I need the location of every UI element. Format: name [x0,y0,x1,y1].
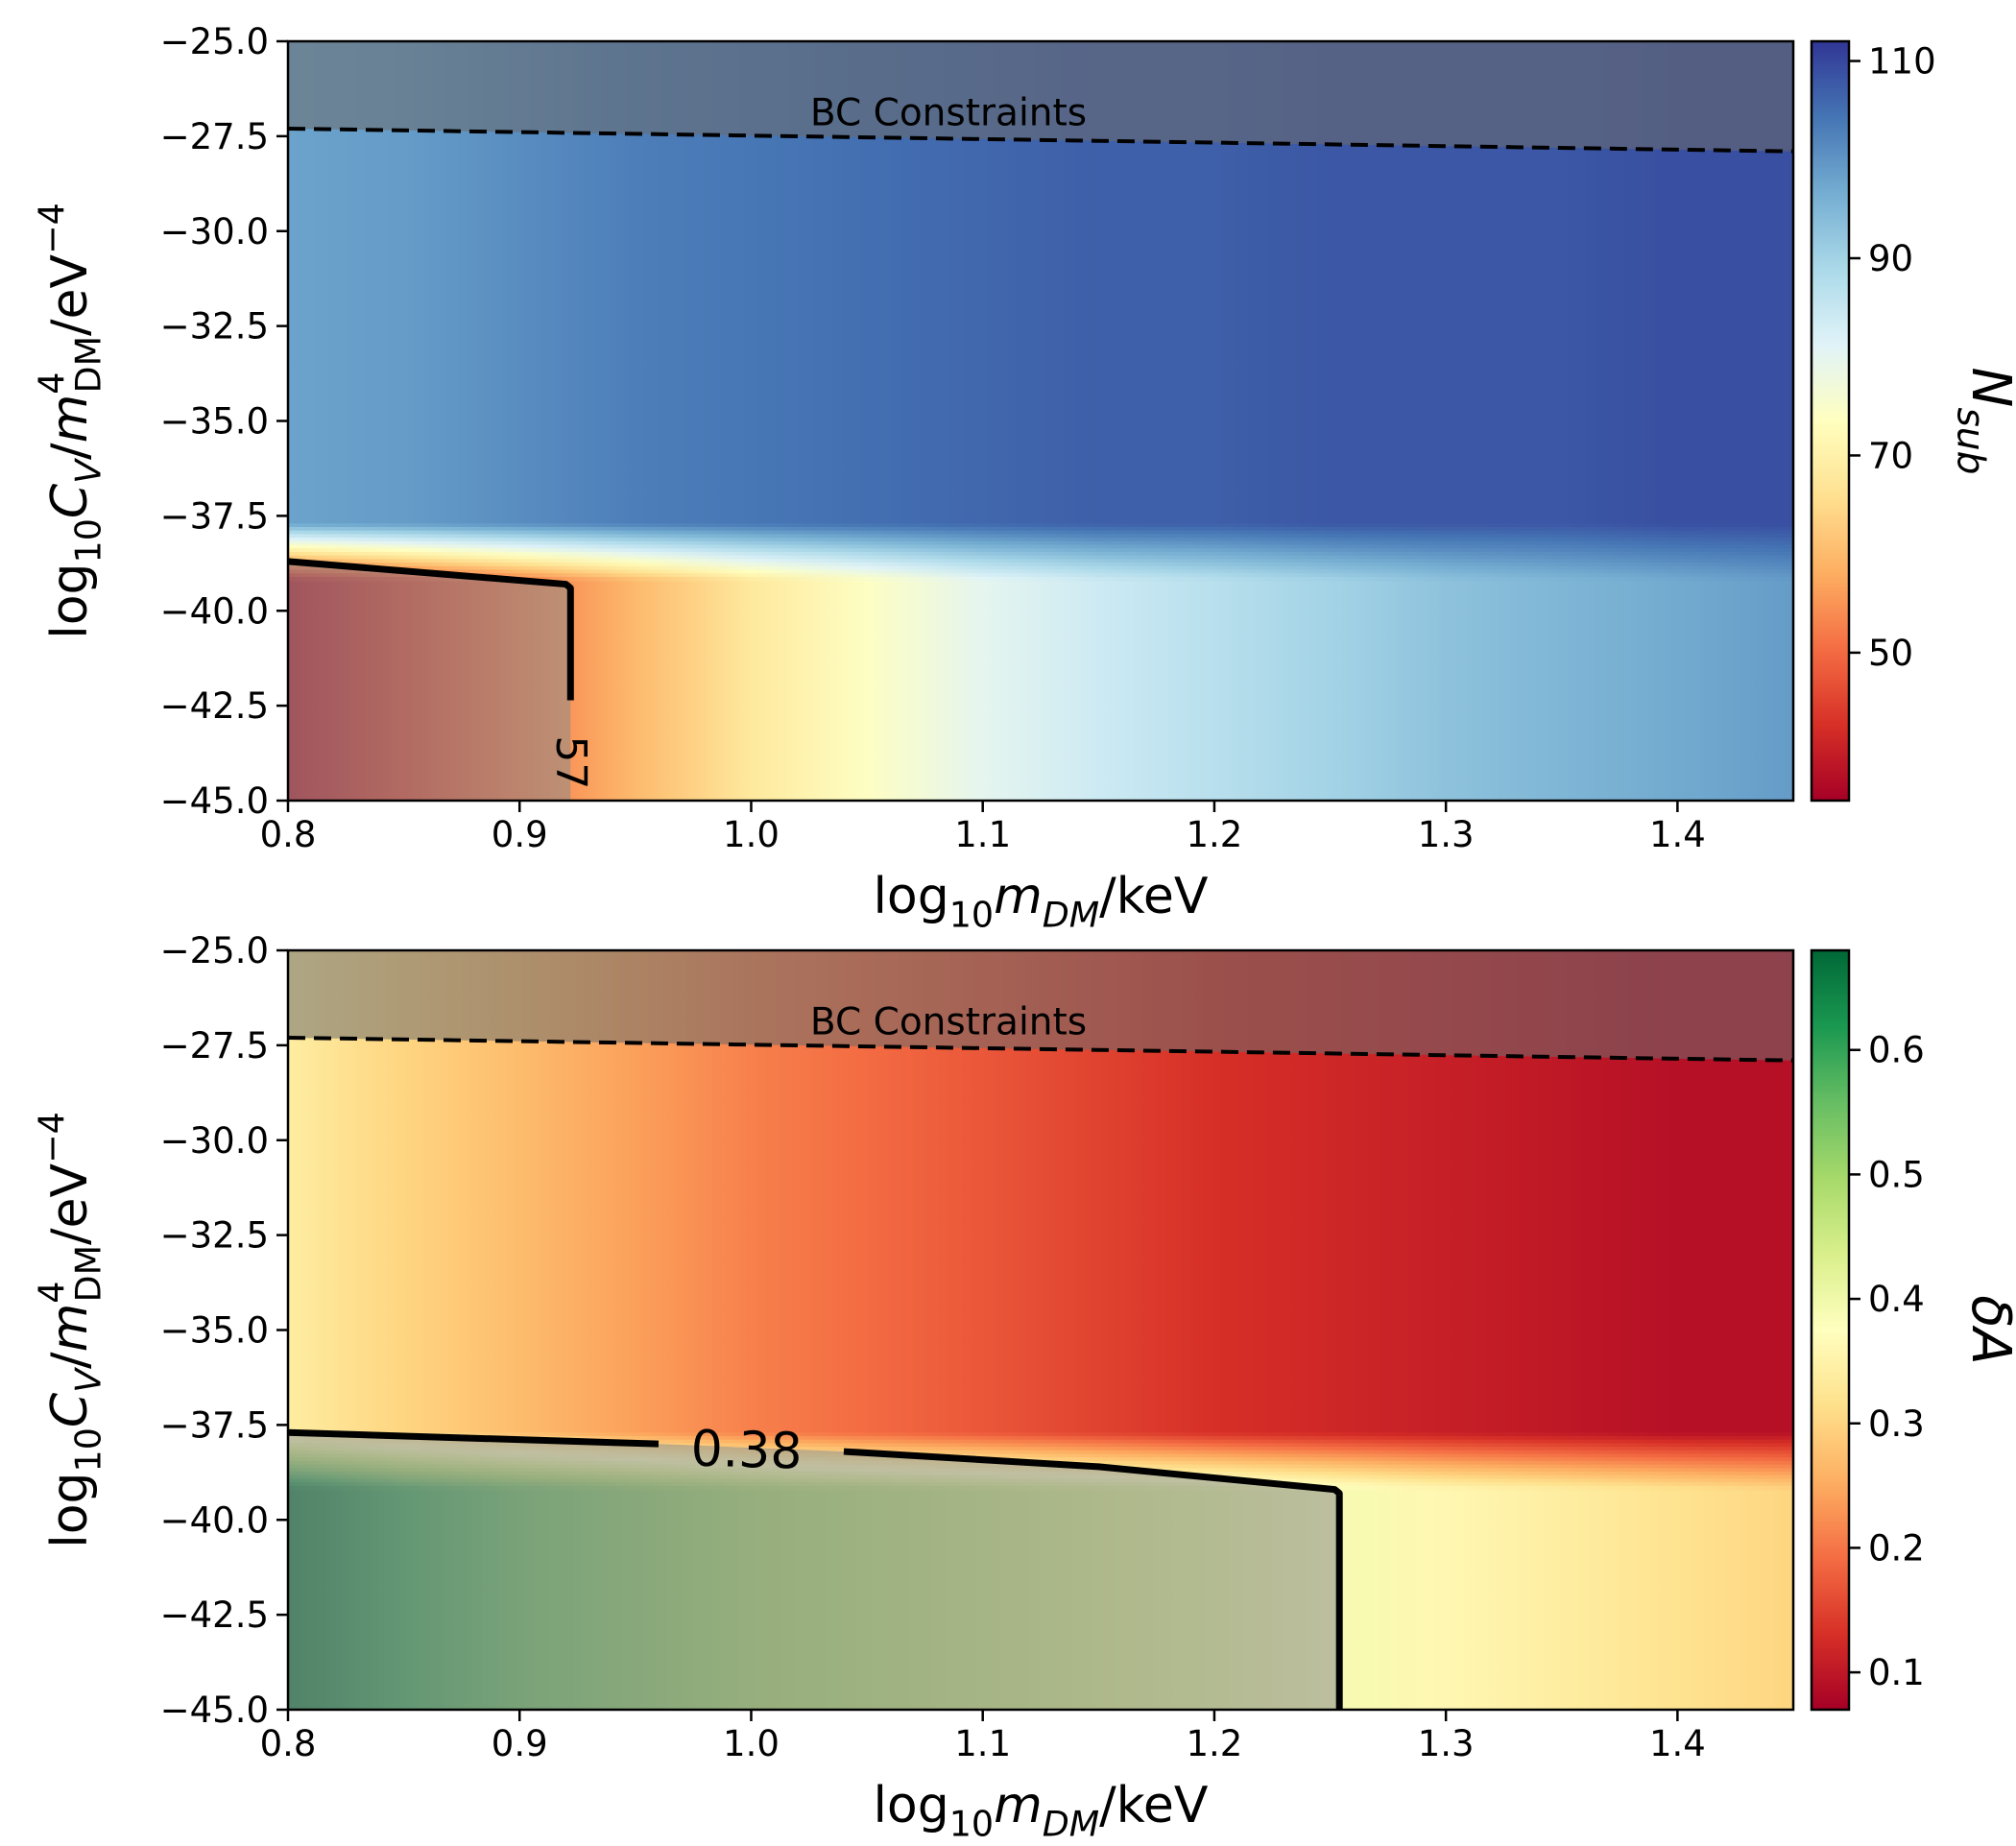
x-tick-label: 1.1 [954,814,1011,855]
colorbar-scale [1810,39,1851,803]
colorbar-tick-label: 50 [1868,633,1913,674]
x-tick-label: 1.1 [954,1723,1011,1764]
heatmap-transition-strip [288,530,1793,536]
x-tick-label: 0.9 [492,1723,548,1764]
heatmap-transition-strip [288,569,1793,575]
colorbar-label: Nsub [1948,367,2016,474]
x-tick-label: 0.9 [492,814,548,855]
heatmap-field [288,41,1793,801]
top-panel-n-sub: BC Constraints 57 0.8 0.9 1.0 1.1 1.2 1.3 1.4 −25… [32,21,2016,936]
bc-constraint-label: BC Constraints [810,91,1087,134]
heatmap-transition-strip [288,544,1793,550]
colorbar-tick-label: 0.6 [1868,1030,1925,1071]
y-tick-label: −25.0 [160,930,269,971]
heatmap-transition-strip [288,1435,1793,1441]
heatmap-transition-strip [288,1439,1793,1445]
y-tick-label: −32.5 [160,1215,269,1257]
y-tick-label: −35.0 [160,401,269,443]
y-tick-label: −35.0 [160,1310,269,1352]
heatmap-transition-strip [288,573,1793,578]
bc-constraint-line [288,126,1793,154]
heatmap-transition-strip [288,576,1793,582]
y-tick-label: −37.5 [160,1404,269,1446]
heatmap-transition-strip [288,548,1793,553]
y-tick-label: −42.5 [160,685,269,727]
colorbar: 0.1 0.2 0.3 0.4 0.5 0.6 δA [1810,948,2016,1712]
x-tick-label: 1.0 [723,814,780,855]
y-tick-label: −30.0 [160,211,269,252]
colorbar-tick-label: 0.3 [1868,1403,1925,1445]
x-axis-label: log10mDM/keV [873,868,1208,936]
heatmap-field [288,950,1793,1710]
y-tick-label: −27.5 [160,116,269,157]
heatmap-transition-strip [288,1443,1793,1449]
y-tick-label: −42.5 [160,1594,269,1636]
y-tick-label: −32.5 [160,306,269,348]
heatmap-transition-strip [288,538,1793,542]
x-tick-label: 1.2 [1187,1723,1243,1764]
x-tick-label: 1.4 [1649,814,1706,855]
y-tick-label: −45.0 [160,1690,269,1731]
contour-line [843,1448,1343,1710]
contour-label: 57 [546,735,595,789]
y-axis-label: log10CV/m4DM/eV−4 [32,1112,109,1547]
heatmap-transition-strip [288,523,1793,528]
colorbar-tick-label: 0.1 [1868,1652,1925,1693]
heatmap-transition-strip [288,540,1793,546]
contour-excluded-region [288,1432,1340,1710]
heatmap-transition-strip [288,534,1793,539]
colorbar-tick-label: 70 [1868,435,1913,476]
heatmap-transition-strip [288,1453,1793,1459]
colorbar-label: δA [1959,1295,2016,1365]
y-tick-label: −40.0 [160,590,269,632]
colorbar-tick-label: 0.5 [1868,1154,1925,1195]
heatmap-transition-strip [288,563,1793,567]
bc-excluded-region [288,950,1793,1061]
bottom-panel-delta-a: BC Constraints 0.38 0.8 0.9 1.0 1.1 1.2 1.3 1.4 −… [32,930,2016,1845]
colorbar-scale [1810,948,1851,1712]
heatmap-transition-strip [288,559,1793,564]
colorbar-tick-label: 0.2 [1868,1527,1925,1569]
heatmap-transition-strip [288,555,1793,561]
heatmap-transition-strip [288,551,1793,557]
colorbar-tick-label: 0.4 [1868,1279,1925,1320]
colorbar-tick-label: 110 [1868,41,1936,83]
x-tick-label: 1.3 [1418,1723,1475,1764]
colorbar-tick-label: 90 [1868,238,1913,279]
y-axis-label: log10CV/m4DM/eV−4 [32,203,109,638]
x-tick-label: 0.8 [260,814,317,855]
x-axis-label: log10mDM/keV [873,1777,1208,1845]
x-tick-label: 1.2 [1187,814,1243,855]
y-tick-label: −27.5 [160,1025,269,1067]
bc-constraint-line [288,1035,1793,1063]
y-tick-label: −40.0 [160,1499,269,1541]
heatmap-transition-strip [288,526,1793,532]
bc-excluded-region [288,41,1793,152]
y-tick-label: −25.0 [160,21,269,62]
contour-line [288,558,574,701]
colorbar: 50 70 90 110 Nsub [1810,39,2016,803]
bc-constraint-label: BC Constraints [810,1000,1087,1043]
heatmap-transition-strip [288,565,1793,571]
contour-line [288,1428,660,1448]
x-tick-label: 1.4 [1649,1723,1706,1764]
heatmap-transition-strip [288,1447,1793,1451]
contour-label: 0.38 [690,1421,803,1481]
heatmap-transition-strip [288,1432,1793,1437]
x-tick-label: 0.8 [260,1723,317,1764]
heatmap-transition-strip [288,1450,1793,1455]
y-tick-label: −37.5 [160,495,269,537]
x-tick-label: 1.3 [1418,814,1475,855]
y-tick-label: −45.0 [160,780,269,822]
x-tick-label: 1.0 [723,1723,780,1764]
heatmap-transition-strip [288,1457,1793,1462]
contour-excluded-region [288,561,571,801]
y-tick-label: −30.0 [160,1120,269,1162]
